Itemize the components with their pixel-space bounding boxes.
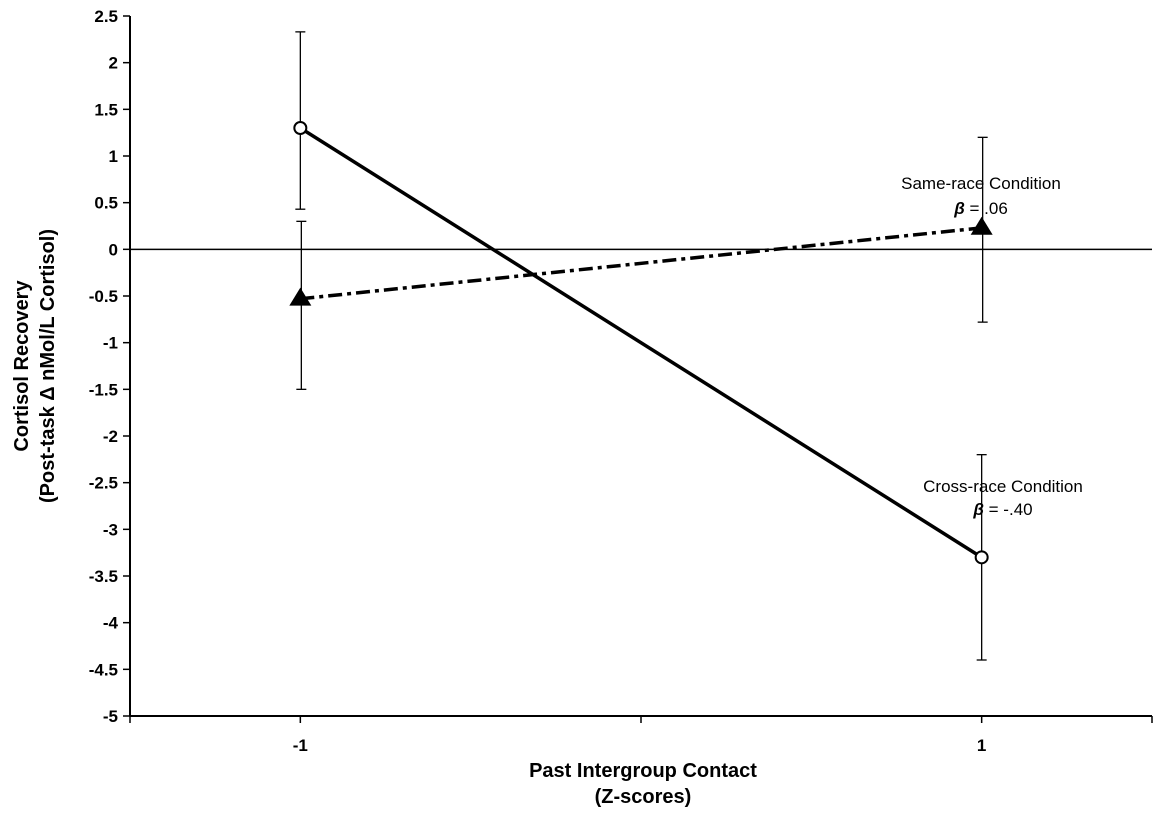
y-tick-label: 2: [109, 54, 118, 73]
y-tick-label: -5: [103, 707, 118, 726]
y-tick-label: -4.5: [89, 660, 118, 679]
series-line-same: [300, 226, 982, 301]
y-tick-label: -2.5: [89, 474, 118, 493]
y-tick-label: -4: [103, 614, 119, 633]
data-point-same: [970, 216, 993, 235]
beta-value: = -.40: [984, 500, 1033, 519]
beta-value: = .06: [965, 199, 1008, 218]
y-tick-label: -3: [103, 520, 118, 539]
data-point-cross: [974, 550, 989, 565]
y-tick-label: 0: [109, 240, 118, 259]
y-tick-label: -0.5: [89, 287, 118, 306]
y-tick-label: -2: [103, 427, 118, 446]
labels-layer: Past Intergroup Contact (Z-scores) Cortiso…: [11, 174, 1083, 808]
annotation-label-same: Same-race Condition: [901, 174, 1061, 193]
beta-symbol: β: [953, 199, 965, 218]
y-tick-label: -3.5: [89, 567, 118, 586]
x-axis-title-line: (Z-scores): [595, 786, 692, 808]
axes: 2.5 2 1.5 1 0.5 0 -0.5 -1 -1.5 -2 -2.5 -3 -3.5 -4 -4.5…: [89, 7, 1153, 755]
y-tick-label: -1: [103, 334, 118, 353]
annotation-label-cross: Cross-race Condition: [923, 477, 1083, 496]
y-axis-title-line: (Post-task Δ nMol/L Cortisol): [37, 229, 59, 503]
y-tick-label: 1: [109, 147, 118, 166]
x-tick-label: -1: [293, 736, 308, 755]
y-tick-label: -1.5: [89, 380, 118, 399]
y-tick-label: 0.5: [94, 194, 118, 213]
annotation-beta-same: β = .06: [953, 199, 1008, 218]
x-axis-title-line: Past Intergroup Contact: [529, 760, 757, 782]
series-layer: [289, 31, 993, 661]
data-point-same: [289, 287, 312, 306]
data-point-cross: [293, 121, 308, 135]
y-axis-title-line: Cortisol Recovery: [11, 280, 33, 452]
annotation-beta-cross: β = -.40: [972, 500, 1032, 519]
beta-symbol: β: [972, 500, 984, 519]
x-tick-label: 1: [977, 736, 986, 755]
series-line-cross: [299, 126, 983, 559]
y-tick-label: 2.5: [94, 7, 118, 26]
y-tick-label: 1.5: [94, 100, 118, 119]
